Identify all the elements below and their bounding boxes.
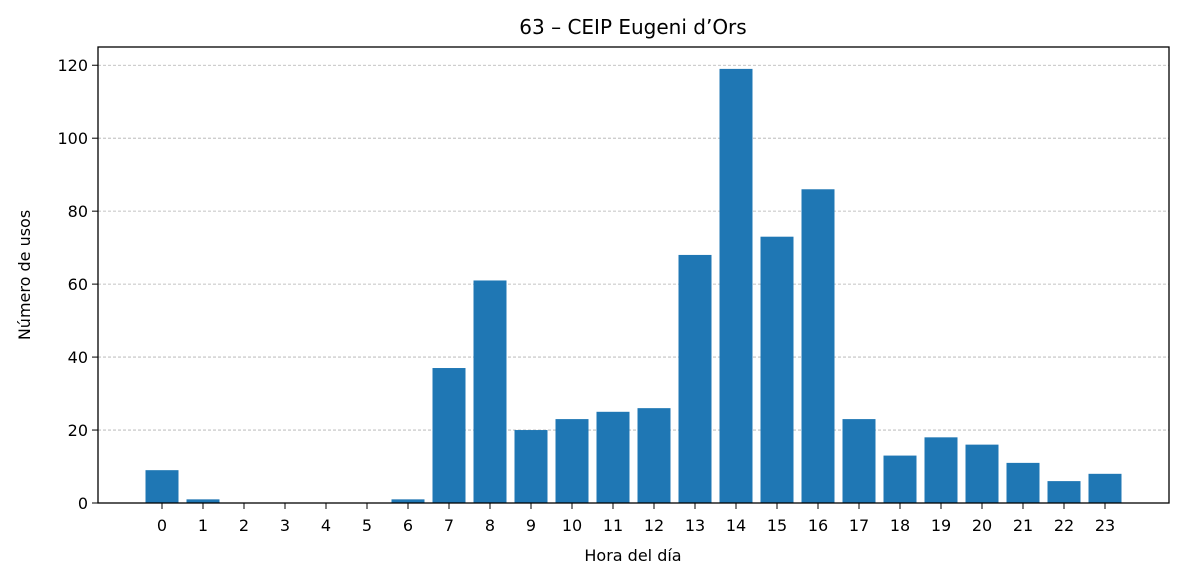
x-tick-label-2: 2 [239, 516, 249, 535]
y-tick-label-60: 60 [68, 275, 88, 294]
bar-hour-16 [801, 189, 835, 503]
chart-title: 63 – CEIP Eugeni d’Ors [519, 15, 746, 39]
x-tick-label-22: 22 [1054, 516, 1074, 535]
x-tick-label-8: 8 [485, 516, 495, 535]
x-tick-label-20: 20 [972, 516, 992, 535]
bar-hour-15 [760, 236, 794, 504]
x-tick-label-3: 3 [280, 516, 290, 535]
y-axis-ticks: 0 20 40 60 80 100 120 [57, 56, 98, 513]
y-tick-label-40: 40 [68, 348, 88, 367]
bar-hour-18 [883, 455, 917, 503]
x-tick-label-12: 12 [644, 516, 664, 535]
x-tick-label-14: 14 [726, 516, 746, 535]
bar-hour-12 [637, 408, 671, 503]
bar-hour-23 [1088, 473, 1122, 503]
x-tick-label-1: 1 [198, 516, 208, 535]
x-tick-label-4: 4 [321, 516, 331, 535]
x-tick-label-11: 11 [603, 516, 623, 535]
x-tick-label-13: 13 [685, 516, 705, 535]
x-tick-label-18: 18 [890, 516, 910, 535]
y-tick-label-120: 120 [57, 56, 88, 75]
y-tick-label-0: 0 [78, 494, 88, 513]
x-tick-label-16: 16 [808, 516, 828, 535]
y-tick-label-80: 80 [68, 202, 88, 221]
x-tick-label-6: 6 [403, 516, 413, 535]
y-axis-label: Número de usos [15, 210, 34, 340]
bar-hour-13 [678, 254, 712, 503]
bar-hour-21 [1006, 462, 1040, 503]
bar-hour-6 [391, 499, 425, 503]
y-tick-label-20: 20 [68, 421, 88, 440]
bar-hour-19 [924, 437, 958, 503]
x-axis-ticks: 0 1 2 3 4 5 6 7 8 9 10 11 12 13 14 15 16 17 18 19 20 21 22 23 [157, 503, 1115, 535]
bar-hour-1 [186, 499, 220, 503]
x-tick-label-15: 15 [767, 516, 787, 535]
bar-hour-20 [965, 444, 999, 503]
x-tick-label-0: 0 [157, 516, 167, 535]
x-tick-label-21: 21 [1013, 516, 1033, 535]
plot-frame [97, 46, 1170, 504]
bar-hour-0 [145, 470, 179, 503]
y-gridlines [98, 64, 1169, 431]
bar-hour-7 [432, 368, 466, 503]
x-tick-label-10: 10 [562, 516, 582, 535]
x-tick-label-7: 7 [444, 516, 454, 535]
x-axis-label: Hora del día [584, 546, 681, 565]
bars [145, 68, 1122, 504]
bar-hour-17 [842, 419, 876, 503]
x-tick-label-17: 17 [849, 516, 869, 535]
x-tick-label-19: 19 [931, 516, 951, 535]
y-tick-label-100: 100 [57, 129, 88, 148]
bar-hour-10 [555, 419, 589, 503]
x-tick-label-9: 9 [526, 516, 536, 535]
bar-hour-14 [719, 68, 753, 503]
x-tick-label-5: 5 [362, 516, 372, 535]
x-tick-label-23: 23 [1095, 516, 1115, 535]
bar-hour-22 [1047, 481, 1081, 503]
bar-hour-11 [596, 411, 630, 503]
bar-hour-9 [514, 430, 548, 503]
bar-hour-8 [473, 280, 507, 503]
